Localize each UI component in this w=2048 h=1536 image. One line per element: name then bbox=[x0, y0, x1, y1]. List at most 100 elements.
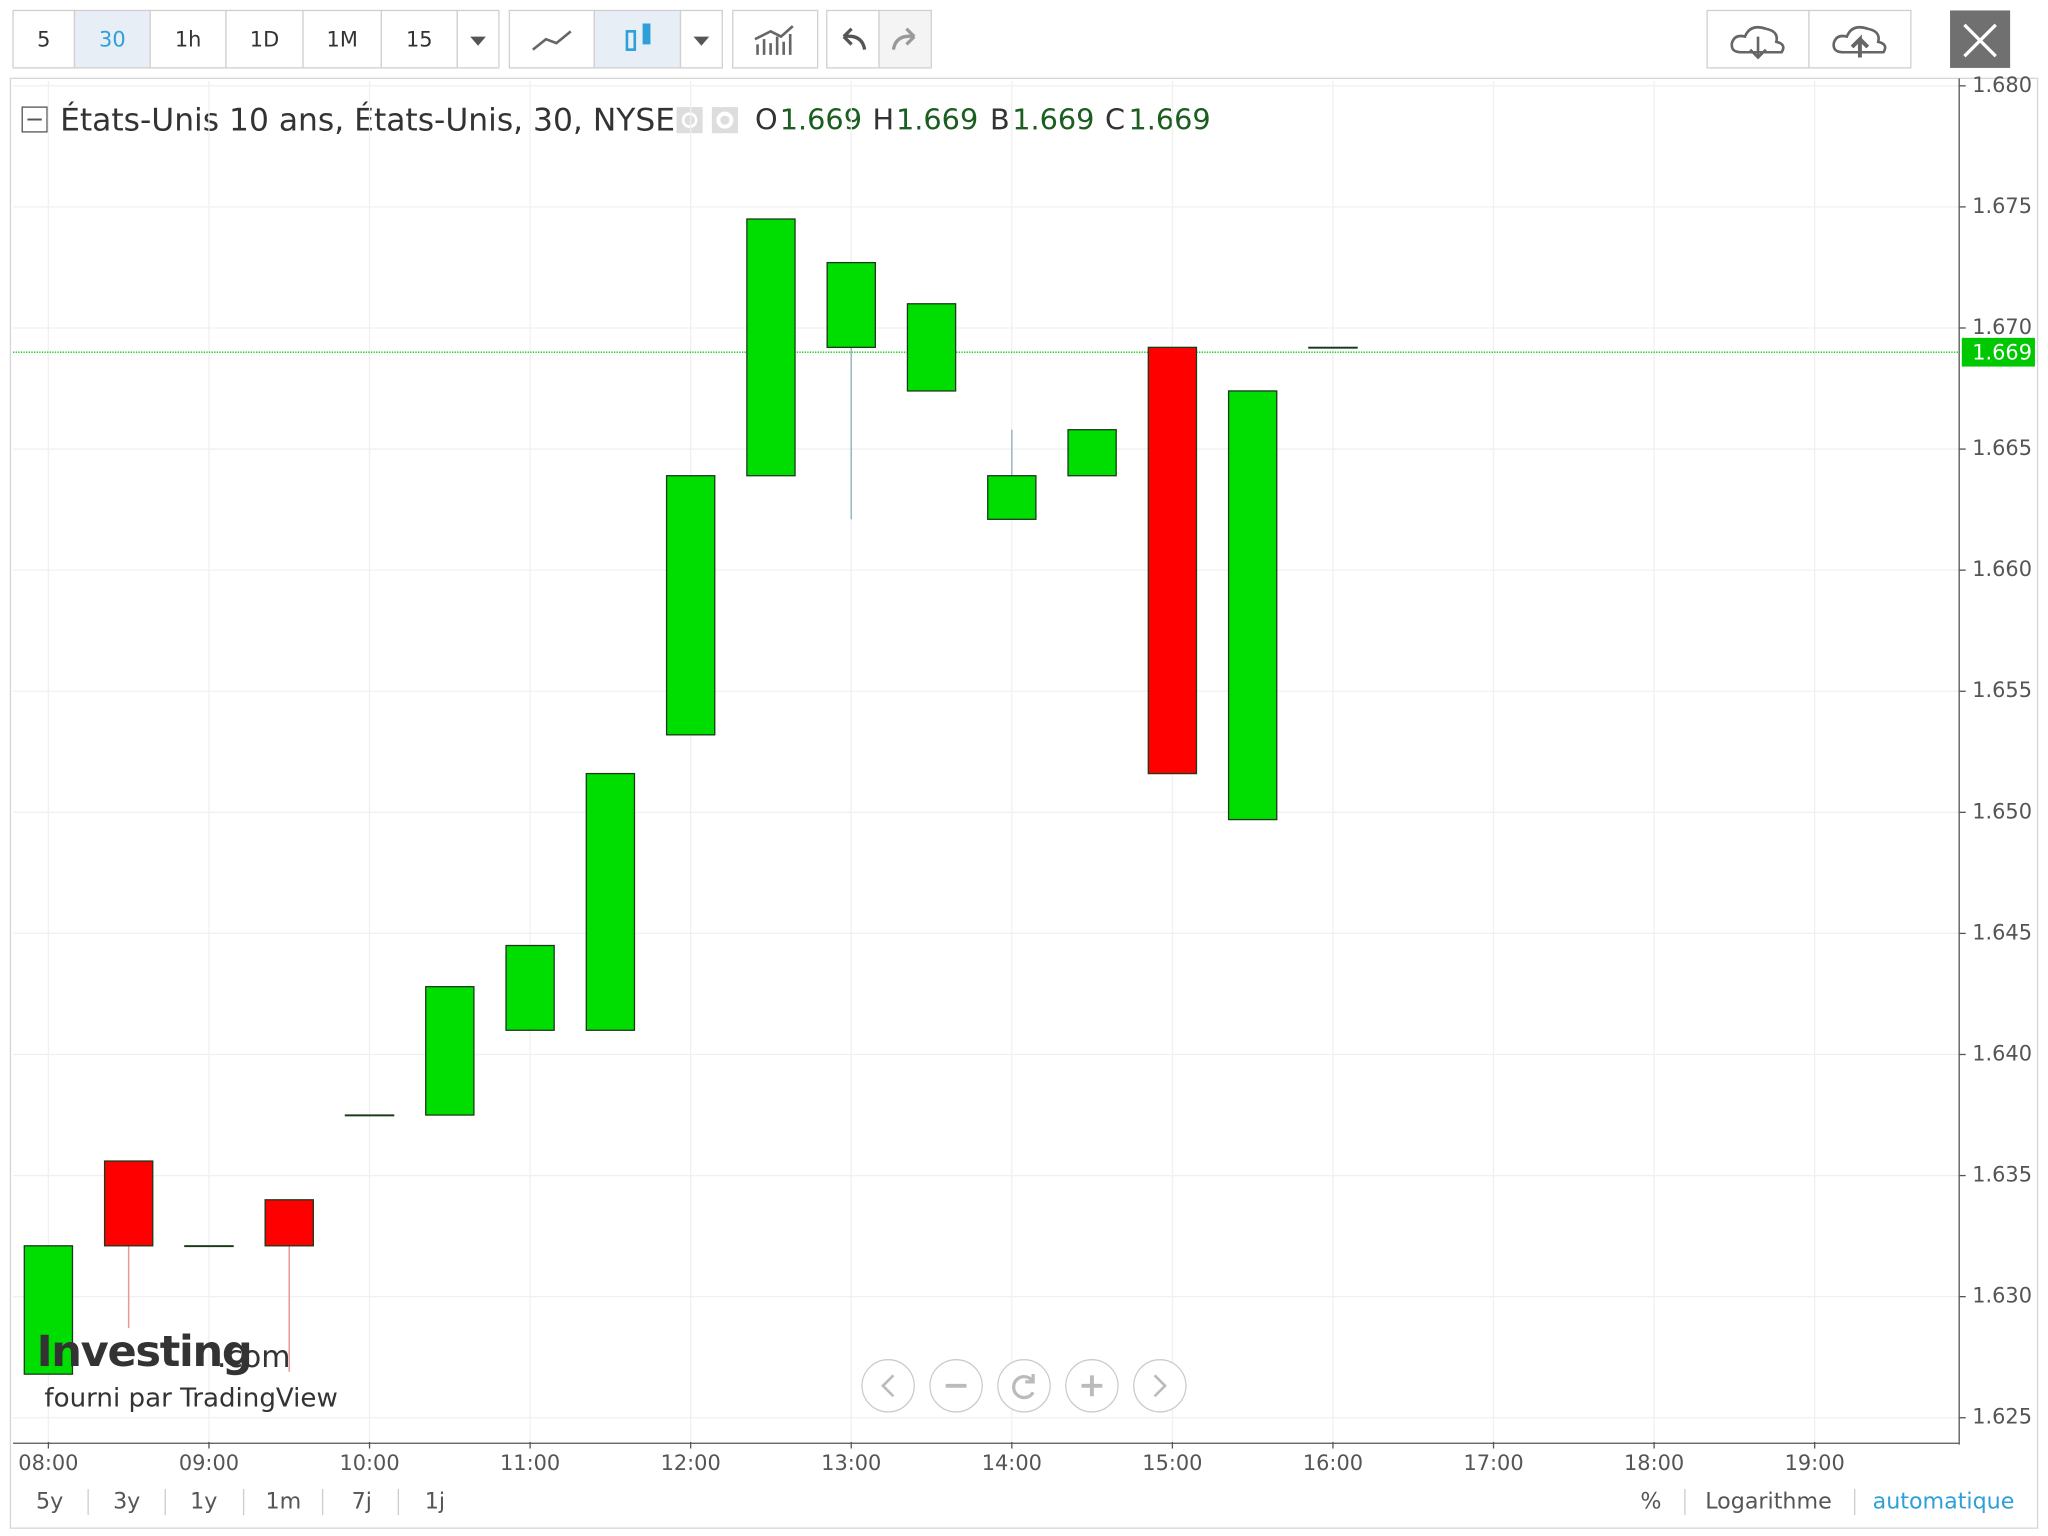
ohlc-label: B bbox=[990, 102, 1010, 136]
redo-icon bbox=[891, 27, 916, 50]
redo-button[interactable] bbox=[878, 9, 932, 69]
scroll-right-button[interactable] bbox=[1133, 1359, 1187, 1413]
range-button[interactable]: 1y bbox=[190, 1489, 217, 1515]
footer: 5y 3y 1y 1m 7j 1j% Logarithme automatique bbox=[36, 1489, 2014, 1516]
ohlc-label: H bbox=[872, 102, 894, 136]
y-tick-label: 1.670 bbox=[1972, 315, 2032, 339]
candle-body bbox=[665, 475, 716, 736]
watermark-credit[interactable]: fourni par TradingView bbox=[44, 1383, 337, 1413]
y-tick-label: 1.660 bbox=[1972, 557, 2032, 581]
interval-dropdown[interactable] bbox=[456, 9, 500, 69]
x-tick-label: 15:00 bbox=[1142, 1451, 1202, 1475]
range-button[interactable]: 1m bbox=[266, 1489, 302, 1515]
gear-icon bbox=[716, 111, 734, 129]
cloud-icon bbox=[1730, 25, 1785, 54]
line-chart-button[interactable] bbox=[508, 9, 595, 69]
candle-icon bbox=[642, 23, 651, 45]
range-button[interactable]: 7j bbox=[352, 1489, 372, 1515]
icon bbox=[1081, 1375, 1103, 1397]
ohlc-label: C bbox=[1105, 102, 1125, 136]
x-tick-label: 14:00 bbox=[982, 1451, 1042, 1475]
y-tick-label: 1.625 bbox=[1972, 1405, 2032, 1429]
y-tick-label: 1.655 bbox=[1972, 678, 2032, 702]
range-button[interactable]: 3y bbox=[113, 1489, 140, 1515]
candle-body bbox=[184, 1245, 234, 1248]
last-price-tag bbox=[1961, 337, 2035, 367]
scale-option[interactable]: % bbox=[1640, 1489, 1661, 1515]
candle-body bbox=[103, 1160, 154, 1247]
x-tick-label: 09:00 bbox=[179, 1451, 239, 1475]
candle-body bbox=[1227, 390, 1278, 821]
scale-option[interactable]: automatique bbox=[1873, 1489, 2015, 1515]
x-tick-label: 19:00 bbox=[1785, 1451, 1845, 1475]
eye-icon bbox=[681, 112, 698, 128]
y-tick-label: 1.635 bbox=[1972, 1163, 2032, 1187]
interval-label: 30 bbox=[99, 27, 126, 51]
candle-icon bbox=[625, 30, 637, 51]
x-tick-label: 13:00 bbox=[821, 1451, 881, 1475]
interval-button[interactable] bbox=[225, 9, 304, 69]
candle-body bbox=[585, 772, 636, 1031]
ohlc-value: 1.669 bbox=[896, 102, 978, 136]
range-button[interactable]: 1j bbox=[425, 1489, 445, 1515]
x-tick-label: 18:00 bbox=[1624, 1451, 1684, 1475]
interval-label: 1M bbox=[327, 27, 358, 51]
candle-body bbox=[425, 986, 475, 1116]
interval-button[interactable] bbox=[380, 9, 458, 69]
interval-label: 1D bbox=[250, 27, 279, 51]
watermark-suffix: .com bbox=[217, 1340, 291, 1375]
candle-body bbox=[264, 1199, 314, 1247]
undo-button[interactable] bbox=[826, 9, 880, 69]
y-tick-label: 1.675 bbox=[1972, 194, 2032, 218]
interval-button[interactable] bbox=[149, 9, 227, 69]
y-tick-label: 1.645 bbox=[1972, 920, 2032, 944]
interval-label: 5 bbox=[37, 27, 50, 51]
indicators-icon bbox=[754, 25, 794, 55]
x-tick-label: 11:00 bbox=[500, 1451, 560, 1475]
x-tick-label: 17:00 bbox=[1463, 1451, 1523, 1475]
ohlc-value: 1.669 bbox=[780, 102, 862, 136]
zoom-controls bbox=[861, 1359, 1187, 1413]
y-tick-label: 1.630 bbox=[1972, 1284, 2032, 1308]
frame bbox=[9, 77, 2039, 1529]
close-icon bbox=[1963, 23, 1997, 58]
icon bbox=[1012, 1374, 1035, 1400]
ohlc-value: 1.669 bbox=[1128, 102, 1210, 136]
interval-button[interactable] bbox=[12, 9, 76, 69]
interval-button[interactable] bbox=[302, 9, 383, 69]
x-tick-label: 16:00 bbox=[1303, 1451, 1363, 1475]
candle-chart-button[interactable] bbox=[593, 9, 682, 69]
candle-body bbox=[1308, 346, 1358, 349]
undo-icon bbox=[842, 27, 867, 50]
dropdown-arrow bbox=[470, 36, 486, 46]
ohlc-legend: O 1.669 H 1.669 B 1.669 C 1.669 bbox=[755, 102, 1211, 136]
range-button[interactable]: 5y bbox=[36, 1489, 63, 1515]
candle-body bbox=[826, 261, 876, 349]
candle-body bbox=[505, 944, 555, 1031]
interval-label: 1h bbox=[175, 27, 202, 51]
candle-body bbox=[1147, 346, 1198, 775]
dropdown-arrow bbox=[693, 36, 710, 46]
candle-body bbox=[906, 303, 957, 392]
x-tick-label: 10:00 bbox=[339, 1451, 399, 1475]
candle-body bbox=[987, 475, 1037, 520]
grid bbox=[13, 80, 1960, 1442]
candle-body bbox=[344, 1114, 395, 1117]
candle-body bbox=[746, 218, 796, 477]
axes: 1.625 1.630 1.635 1.640 1.645 1.650 1.655 1.660… bbox=[18, 73, 2035, 1475]
download-arrow bbox=[1749, 36, 1767, 60]
line-icon bbox=[532, 30, 572, 51]
ohlc-label: O bbox=[755, 102, 778, 136]
interval-button[interactable] bbox=[73, 9, 151, 69]
settings-icon[interactable] bbox=[711, 107, 738, 134]
y-tick-label: 1.665 bbox=[1972, 436, 2032, 460]
visibility-icon[interactable] bbox=[676, 107, 703, 134]
y-tick-label: 1.640 bbox=[1972, 1041, 2032, 1065]
scale-option[interactable]: Logarithme bbox=[1705, 1489, 1832, 1515]
reset-button[interactable] bbox=[997, 1359, 1051, 1413]
upload-arrow bbox=[1850, 34, 1870, 58]
icon bbox=[1153, 1374, 1167, 1398]
indicators-button[interactable] bbox=[732, 9, 819, 69]
scroll-left-button[interactable] bbox=[861, 1359, 915, 1413]
